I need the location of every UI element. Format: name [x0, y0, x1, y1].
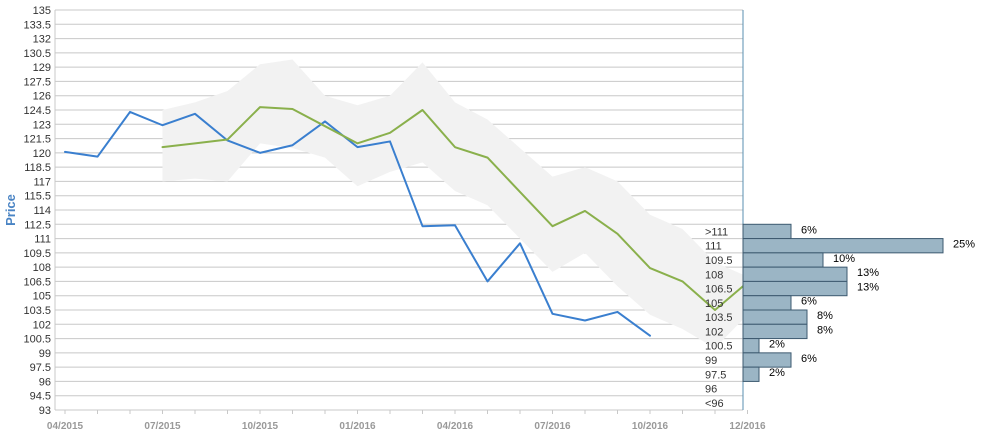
y-tick-label: 129 [33, 62, 51, 74]
distribution-percent-label: 25% [953, 239, 975, 251]
distribution-bin-label: 99 [705, 355, 717, 367]
y-tick-label: 127.5 [23, 76, 51, 88]
distribution-percent-label: 6% [801, 296, 817, 308]
distribution-bar [742, 252, 824, 268]
x-tick-label: 07/2015 [144, 421, 181, 432]
y-tick-label: 135 [33, 5, 51, 17]
distribution-bar [742, 352, 792, 368]
y-tick-label: 94.5 [30, 391, 51, 403]
y-tick-label: 118.5 [24, 162, 51, 174]
forecast-series-line [161, 106, 749, 311]
y-tick-label: 123 [33, 119, 51, 131]
distribution-percent-label: 6% [801, 353, 817, 365]
y-tick-label: 97.5 [30, 362, 51, 374]
price-series-line [64, 110, 651, 337]
x-tick-label: 04/2016 [437, 421, 474, 432]
x-tick-label: 10/2015 [242, 421, 279, 432]
forecast-band [162, 59, 748, 349]
distribution-bin-label: <96 [705, 398, 724, 410]
y-tick-label: 99 [39, 348, 51, 360]
distribution-bar [742, 280, 848, 297]
distribution-bin-label: 109.5 [705, 255, 733, 267]
y-tick-label: 96 [39, 376, 51, 388]
y-tick-label: 111 [34, 234, 51, 246]
y-tick-label: 102 [33, 319, 51, 331]
distribution-bar [742, 323, 808, 340]
distribution-bin-label: 108 [705, 269, 723, 281]
distribution-percent-label: 2% [769, 367, 785, 379]
y-tick-label: 106.5 [23, 276, 51, 288]
distribution-percent-label: 13% [857, 281, 879, 293]
distribution-bar [742, 338, 760, 354]
y-tick-label: 117 [33, 176, 51, 188]
distribution-bin-label: >111 [705, 226, 728, 238]
y-tick-label: 114 [33, 205, 51, 217]
y-tick-label: 124.5 [23, 105, 51, 117]
y-tick-label: 108 [33, 262, 51, 274]
y-axis-label: Price [3, 194, 18, 226]
distribution-bin-label: 105 [705, 298, 723, 310]
y-tick-label: 126 [33, 91, 51, 103]
distribution-percent-label: 8% [817, 310, 833, 322]
distribution-bar [742, 266, 848, 282]
distribution-bar [742, 295, 792, 311]
y-tick-label: 132 [33, 34, 51, 46]
distribution-percent-label: 8% [817, 324, 833, 336]
x-tick-label: 04/2015 [47, 421, 84, 432]
y-tick-label: 121.5 [23, 134, 51, 146]
distribution-bar [742, 238, 944, 254]
x-tick-label: 12/2016 [729, 421, 766, 432]
y-tick-label: 109.5 [23, 248, 51, 260]
x-tick-label: 10/2016 [632, 421, 669, 432]
y-tick-label: 120 [33, 148, 51, 160]
distribution-bin-label: 111 [705, 241, 722, 253]
y-tick-label: 130.5 [23, 48, 51, 60]
y-tick-label: 100.5 [23, 334, 51, 346]
distribution-bin-label: 106.5 [705, 284, 733, 296]
distribution-bar [742, 366, 760, 382]
distribution-bin-label: 103.5 [705, 312, 733, 324]
distribution-percent-label: 6% [801, 224, 817, 236]
distribution-bin-label: 96 [705, 384, 717, 396]
x-tick-label: 01/2016 [339, 421, 376, 432]
x-tick-label: 07/2016 [534, 421, 571, 432]
y-tick-label: 133.5 [23, 19, 51, 31]
y-tick-label: 103.5 [23, 305, 51, 317]
distribution-bar [742, 309, 808, 325]
distribution-percent-label: 2% [769, 339, 785, 351]
y-tick-label: 105 [33, 291, 51, 303]
distribution-bar [742, 223, 792, 240]
distribution-percent-label: 10% [833, 253, 855, 265]
y-tick-label: 115.5 [24, 191, 51, 203]
distribution-bin-label: 97.5 [705, 369, 726, 381]
distribution-percent-label: 13% [857, 267, 879, 279]
distribution-bin-label: 102 [705, 326, 723, 338]
y-tick-label: 93 [39, 405, 51, 417]
y-tick-label: 112.5 [24, 219, 51, 231]
distribution-bin-label: 100.5 [705, 341, 733, 353]
